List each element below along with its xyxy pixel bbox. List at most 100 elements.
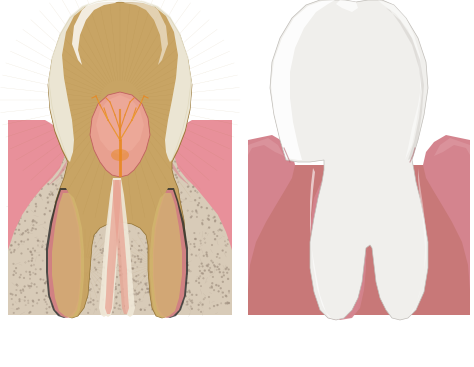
Point — [170, 303, 178, 309]
Point — [69, 306, 77, 312]
Point — [92, 229, 100, 235]
Point — [130, 277, 138, 283]
Point — [105, 245, 113, 251]
Point — [17, 232, 24, 237]
Point — [69, 277, 77, 283]
Point — [47, 232, 55, 238]
Point — [153, 190, 161, 196]
Point — [48, 190, 56, 196]
Point — [66, 179, 74, 185]
Point — [8, 228, 16, 233]
Polygon shape — [103, 178, 121, 317]
Point — [129, 266, 137, 272]
Point — [201, 164, 208, 170]
Point — [52, 258, 59, 264]
Point — [169, 242, 177, 248]
Point — [125, 188, 133, 193]
Point — [125, 288, 132, 294]
Point — [151, 163, 158, 168]
Point — [29, 218, 36, 224]
Point — [132, 209, 140, 215]
Point — [52, 208, 59, 214]
Point — [142, 230, 150, 236]
Point — [118, 208, 125, 214]
Point — [67, 292, 75, 298]
Point — [55, 155, 63, 161]
Point — [152, 198, 159, 204]
Point — [103, 187, 110, 193]
Point — [16, 195, 24, 200]
Point — [73, 274, 81, 280]
Point — [221, 215, 228, 221]
Point — [64, 176, 72, 182]
Point — [161, 169, 168, 175]
Point — [167, 230, 175, 236]
Point — [177, 292, 184, 298]
Point — [10, 272, 18, 278]
Point — [56, 305, 64, 310]
Point — [111, 237, 119, 243]
Point — [24, 195, 32, 200]
Point — [24, 227, 31, 233]
Point — [112, 294, 120, 300]
Point — [190, 184, 197, 190]
Point — [99, 200, 106, 206]
Point — [146, 289, 154, 295]
Point — [80, 249, 88, 255]
Point — [83, 196, 91, 201]
Point — [94, 194, 101, 200]
Point — [208, 242, 216, 248]
Point — [12, 227, 19, 233]
Point — [106, 223, 114, 229]
Point — [86, 287, 93, 293]
Point — [121, 173, 128, 179]
Point — [72, 196, 80, 201]
Point — [153, 246, 161, 251]
Point — [49, 288, 57, 294]
Point — [196, 273, 204, 279]
Polygon shape — [378, 0, 422, 160]
Point — [84, 254, 91, 259]
Point — [176, 269, 184, 275]
Point — [120, 158, 128, 164]
Point — [201, 268, 209, 273]
Point — [120, 167, 128, 172]
Point — [148, 221, 156, 227]
Polygon shape — [174, 120, 232, 250]
Point — [216, 213, 224, 219]
Point — [169, 232, 176, 237]
Point — [212, 198, 220, 204]
Point — [47, 161, 55, 167]
Point — [199, 302, 206, 308]
Point — [191, 175, 199, 181]
Point — [218, 228, 225, 233]
Point — [10, 195, 18, 201]
Point — [80, 277, 88, 283]
Point — [115, 246, 122, 252]
Point — [139, 202, 146, 208]
Point — [67, 260, 75, 266]
Point — [151, 186, 158, 192]
Point — [78, 175, 86, 181]
Point — [86, 262, 93, 268]
Point — [81, 198, 89, 204]
Point — [90, 302, 97, 308]
Point — [131, 170, 139, 175]
Point — [120, 237, 128, 243]
Point — [165, 203, 173, 209]
Point — [158, 288, 166, 294]
Point — [141, 163, 149, 168]
Point — [163, 295, 170, 301]
Point — [116, 239, 124, 245]
Point — [210, 187, 218, 193]
Point — [131, 288, 139, 294]
Point — [82, 179, 90, 185]
Point — [100, 197, 108, 203]
Point — [76, 188, 84, 194]
Point — [26, 160, 34, 166]
Point — [39, 243, 46, 248]
Point — [94, 161, 101, 167]
Point — [173, 276, 180, 282]
Point — [223, 293, 230, 299]
Point — [193, 189, 201, 195]
